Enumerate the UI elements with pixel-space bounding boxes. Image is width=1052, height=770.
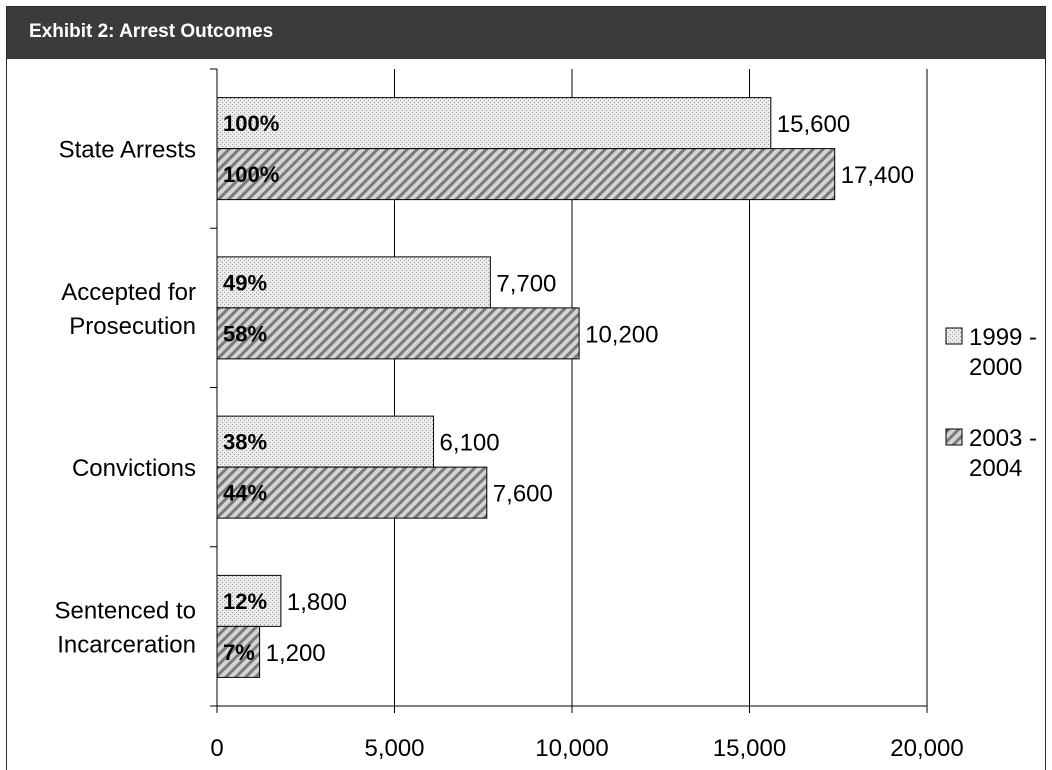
value-label: 10,200 (585, 321, 658, 348)
legend-swatch (945, 428, 963, 446)
percent-label: 12% (223, 589, 267, 614)
category-label: Sentenced to (55, 597, 196, 624)
value-label: 7,600 (493, 481, 553, 508)
x-tick-label: 15,000 (713, 735, 786, 762)
bar-1-3 (216, 625, 261, 678)
bar-1-0 (216, 148, 836, 201)
value-label: 15,600 (777, 111, 850, 138)
exhibit-header: Exhibit 2: Arrest Outcomes (7, 7, 1045, 59)
x-tick-label: 0 (210, 735, 223, 762)
bar-0-2 (216, 415, 435, 468)
bars (216, 97, 836, 678)
bar-0-0 (216, 97, 772, 150)
percent-label: 38% (223, 430, 267, 455)
x-tick-label: 10,000 (535, 735, 608, 762)
bar-1-1 (216, 307, 580, 360)
value-label: 17,400 (841, 162, 914, 189)
legend-label: 2000 (969, 354, 1022, 381)
legend-label: 1999 - (969, 324, 1037, 351)
legend-label: 2003 - (969, 425, 1037, 452)
percent-label: 7% (223, 640, 255, 665)
category-label: State Arrests (59, 137, 196, 164)
percent-label: 58% (223, 321, 267, 346)
category-label: Accepted for (61, 279, 196, 306)
x-tick-label: 20,000 (890, 735, 963, 762)
legend-label: 2004 (969, 455, 1022, 482)
x-tick-label: 5,000 (364, 735, 424, 762)
category-label: Convictions (72, 455, 196, 482)
value-label: 1,800 (287, 589, 347, 616)
percent-label: 49% (223, 270, 267, 295)
percent-label: 44% (223, 481, 267, 506)
value-label: 6,100 (440, 430, 500, 457)
labels: State Arrests Accepted for Prosecution Conv… (55, 111, 915, 667)
category-label: Incarceration (57, 631, 196, 658)
exhibit-title: Exhibit 2: Arrest Outcomes (29, 21, 274, 42)
value-label: 1,200 (266, 640, 326, 667)
bar-1-2 (216, 466, 488, 519)
value-label: 7,700 (496, 270, 556, 297)
category-label: Prosecution (69, 313, 196, 340)
legend-swatch (945, 327, 963, 345)
legend: 1999 - 2000 2003 - 2004 (945, 324, 1037, 482)
percent-label: 100% (223, 162, 279, 187)
bar-0-3 (216, 574, 282, 627)
percent-label: 100% (223, 111, 279, 136)
